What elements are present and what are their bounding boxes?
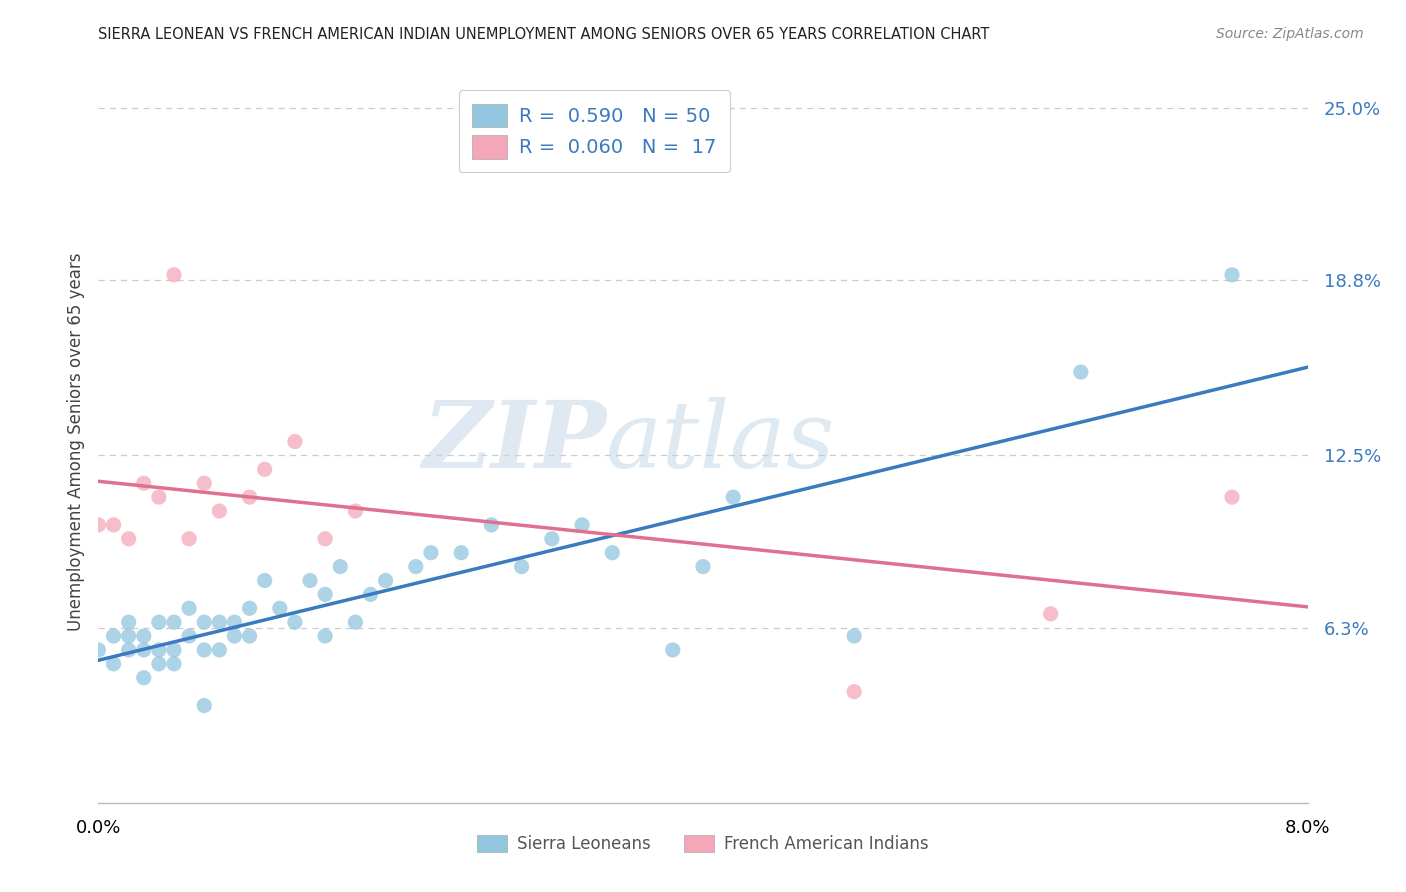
- Point: [253, 462, 276, 476]
- Point: [208, 643, 231, 657]
- Point: [208, 504, 231, 518]
- Text: ZIP: ZIP: [422, 397, 606, 486]
- Point: [118, 629, 141, 643]
- Point: [132, 476, 155, 491]
- Point: [148, 643, 170, 657]
- Point: [314, 532, 336, 546]
- Point: [132, 671, 155, 685]
- Point: [602, 546, 624, 560]
- Point: [224, 629, 246, 643]
- Text: Source: ZipAtlas.com: Source: ZipAtlas.com: [1216, 27, 1364, 41]
- Point: [87, 643, 110, 657]
- Point: [540, 532, 562, 546]
- Point: [344, 504, 367, 518]
- Point: [179, 629, 201, 643]
- Point: [163, 268, 186, 282]
- Point: [118, 643, 141, 657]
- Point: [253, 574, 276, 588]
- Point: [179, 601, 201, 615]
- Point: [103, 657, 125, 671]
- Point: [193, 615, 215, 630]
- Point: [193, 698, 215, 713]
- Point: [571, 517, 593, 532]
- Point: [1039, 607, 1062, 621]
- Point: [239, 601, 262, 615]
- Point: [118, 532, 141, 546]
- Point: [163, 643, 186, 657]
- Point: [844, 684, 866, 698]
- Point: [314, 629, 336, 643]
- Point: [661, 643, 683, 657]
- Point: [1220, 490, 1243, 504]
- Y-axis label: Unemployment Among Seniors over 65 years: Unemployment Among Seniors over 65 years: [66, 252, 84, 631]
- Point: [284, 434, 307, 449]
- Point: [481, 517, 503, 532]
- Point: [420, 546, 443, 560]
- Point: [844, 629, 866, 643]
- Point: [723, 490, 745, 504]
- Point: [360, 587, 382, 601]
- Legend: Sierra Leoneans, French American Indians: Sierra Leoneans, French American Indians: [471, 828, 935, 860]
- Point: [405, 559, 427, 574]
- Point: [299, 574, 322, 588]
- Point: [148, 615, 170, 630]
- Point: [148, 657, 170, 671]
- Point: [239, 490, 262, 504]
- Point: [179, 532, 201, 546]
- Point: [329, 559, 352, 574]
- Point: [374, 574, 396, 588]
- Point: [450, 546, 472, 560]
- Point: [148, 490, 170, 504]
- Point: [1220, 268, 1243, 282]
- Point: [132, 643, 155, 657]
- Point: [284, 615, 307, 630]
- Point: [87, 517, 110, 532]
- Point: [193, 476, 215, 491]
- Text: SIERRA LEONEAN VS FRENCH AMERICAN INDIAN UNEMPLOYMENT AMONG SENIORS OVER 65 YEAR: SIERRA LEONEAN VS FRENCH AMERICAN INDIAN…: [98, 27, 990, 42]
- Point: [1070, 365, 1092, 379]
- Point: [269, 601, 291, 615]
- Point: [314, 587, 336, 601]
- Point: [692, 559, 714, 574]
- Point: [208, 615, 231, 630]
- Point: [344, 615, 367, 630]
- Point: [239, 629, 262, 643]
- Point: [118, 615, 141, 630]
- Point: [103, 629, 125, 643]
- Text: atlas: atlas: [606, 397, 835, 486]
- Point: [193, 643, 215, 657]
- Point: [510, 559, 533, 574]
- Point: [224, 615, 246, 630]
- Point: [163, 657, 186, 671]
- Point: [132, 629, 155, 643]
- Point: [163, 615, 186, 630]
- Point: [103, 517, 125, 532]
